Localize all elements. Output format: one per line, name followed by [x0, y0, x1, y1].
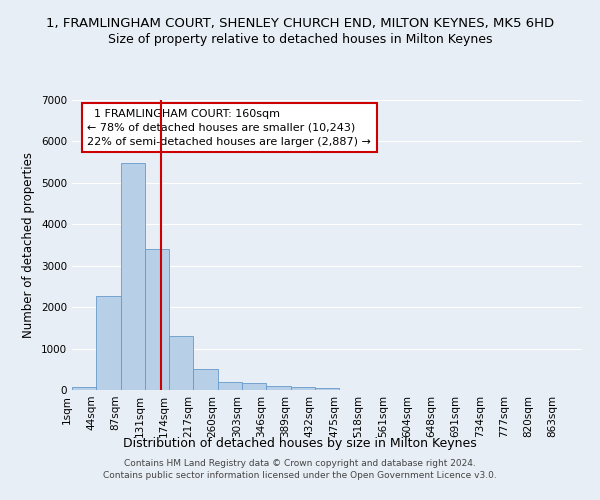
Text: 1, FRAMLINGHAM COURT, SHENLEY CHURCH END, MILTON KEYNES, MK5 6HD: 1, FRAMLINGHAM COURT, SHENLEY CHURCH END…	[46, 18, 554, 30]
Text: Contains HM Land Registry data © Crown copyright and database right 2024.
Contai: Contains HM Land Registry data © Crown c…	[103, 458, 497, 480]
Y-axis label: Number of detached properties: Number of detached properties	[22, 152, 35, 338]
Bar	[290, 387, 315, 390]
Text: Size of property relative to detached houses in Milton Keynes: Size of property relative to detached ho…	[108, 32, 492, 46]
Bar	[218, 382, 242, 390]
Bar	[315, 388, 339, 390]
Bar	[193, 370, 218, 390]
Bar	[169, 336, 193, 390]
Text: 1 FRAMLINGHAM COURT: 160sqm
← 78% of detached houses are smaller (10,243)
22% of: 1 FRAMLINGHAM COURT: 160sqm ← 78% of det…	[88, 108, 371, 146]
Bar	[242, 383, 266, 390]
Bar	[266, 386, 290, 390]
Bar	[121, 163, 145, 390]
Text: Distribution of detached houses by size in Milton Keynes: Distribution of detached houses by size …	[123, 438, 477, 450]
Bar	[72, 387, 96, 390]
Bar	[145, 248, 169, 390]
Bar	[96, 296, 121, 390]
